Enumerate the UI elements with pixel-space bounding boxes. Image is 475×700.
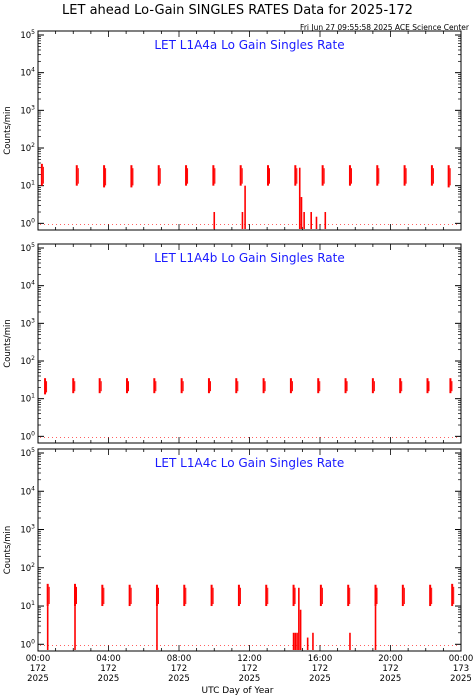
y-tick-label: 102 — [20, 355, 35, 367]
x-tick-label: 172 — [100, 664, 116, 674]
x-tick-label: 2025 — [168, 674, 190, 684]
panel-title: LET L1A4c Lo Gain Singles Rate — [155, 456, 345, 470]
x-tick-label: 172 — [312, 664, 328, 674]
y-tick-label: 104 — [20, 67, 35, 79]
x-tick-label: 172 — [382, 664, 398, 674]
page-title: LET ahead Lo-Gain SINGLES RATES Data for… — [62, 3, 413, 18]
x-tick-label: 20:00 — [378, 654, 403, 664]
x-tick-label: 12:00 — [237, 654, 262, 664]
y-tick-label: 101 — [20, 393, 35, 405]
x-tick-label: 172 — [30, 664, 46, 674]
y-tick-label: 102 — [20, 562, 35, 574]
x-tick-label: 16:00 — [308, 654, 333, 664]
panel-title: LET L1A4b Lo Gain Singles Rate — [154, 251, 345, 265]
y-tick-label: 100 — [20, 638, 35, 650]
x-tick-label: 00:00 — [26, 654, 51, 664]
y-tick-label: 105 — [20, 29, 35, 41]
x-tick-label: 08:00 — [167, 654, 192, 664]
panel-title: LET L1A4a Lo Gain Singles Rate — [154, 38, 344, 52]
y-tick-label: 100 — [20, 430, 35, 442]
plot-frame-1 — [37, 30, 462, 231]
plot-frame-2 — [37, 243, 462, 444]
y-axis-label: Counts/min — [3, 319, 13, 368]
plot-frame-3 — [37, 448, 462, 652]
y-axis-label: Counts/min — [3, 526, 13, 575]
x-tick-label: 172 — [241, 664, 257, 674]
y-tick-label: 103 — [20, 317, 35, 329]
x-tick-label: 2025 — [380, 674, 402, 684]
x-tick-label: 2025 — [450, 674, 472, 684]
x-tick-label: 2025 — [98, 674, 120, 684]
x-tick-label: 2025 — [309, 674, 331, 684]
x-tick-label: 2025 — [239, 674, 261, 684]
y-tick-label: 104 — [20, 280, 35, 292]
x-tick-label: 172 — [171, 664, 187, 674]
y-tick-label: 100 — [20, 217, 35, 229]
timestamp: Fri Jun 27 09:55:58 2025 ACE Science Cen… — [300, 23, 469, 32]
y-tick-label: 101 — [20, 180, 35, 192]
x-tick-label: 173 — [453, 664, 469, 674]
y-tick-label: 105 — [20, 242, 35, 254]
y-tick-label: 102 — [20, 142, 35, 154]
y-tick-label: 104 — [20, 485, 35, 497]
y-axis-label: Counts/min — [3, 106, 13, 155]
x-tick-label: 00:00 — [449, 654, 474, 664]
x-tick-label: 04:00 — [96, 654, 121, 664]
y-tick-label: 103 — [20, 524, 35, 536]
x-axis-label: UTC Day of Year — [201, 686, 274, 696]
y-tick-label: 103 — [20, 104, 35, 116]
y-tick-label: 101 — [20, 600, 35, 612]
y-tick-label: 105 — [20, 447, 35, 459]
x-tick-label: 2025 — [27, 674, 49, 684]
